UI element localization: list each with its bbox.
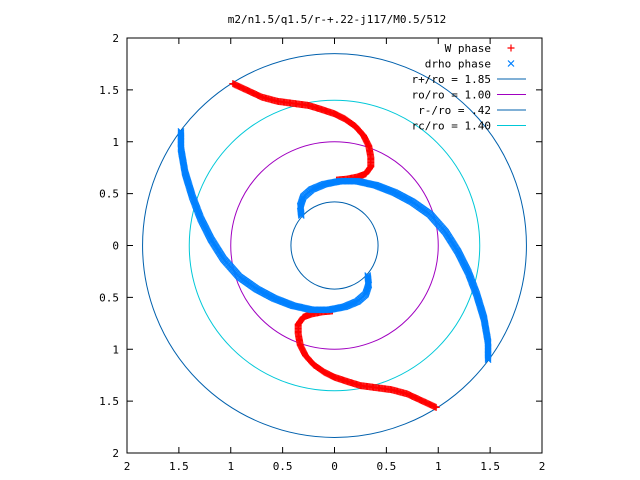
chart-title: m2/n1.5/q1.5/r-+.22-j117/M0.5/512 — [228, 13, 447, 26]
drho-phase-point — [177, 130, 185, 138]
legend-label: drho phase — [425, 58, 491, 71]
x-tick-label: 0.5 — [376, 460, 396, 473]
legend: W phase drho phase r+/ro = 1.85 ro/ro = 1.0… — [412, 42, 526, 133]
reference-circles — [142, 53, 527, 438]
legend-marker — [507, 60, 515, 67]
y-tick-label: 1 — [112, 343, 119, 356]
x-tick-label: 0 — [331, 460, 338, 473]
legend-label: W phase — [445, 42, 491, 55]
legend-label: ro/ro = 1.00 — [412, 89, 491, 102]
drho-phase-point — [484, 353, 492, 361]
y-tick-label: 0 — [112, 240, 119, 253]
drho-phase-point — [177, 127, 185, 135]
x-tick-label: 1.5 — [169, 460, 189, 473]
drho-phase-point — [177, 129, 185, 136]
legend-label: r-/ro = .42 — [418, 104, 491, 117]
reference-circle — [188, 99, 481, 392]
x-tick-label: 1.5 — [480, 460, 500, 473]
legend-marker — [507, 44, 515, 52]
axis-ticks: 2 1.5 1 0.5 0 0.5 1 1.5 221.510.500.511.52 — [99, 32, 545, 473]
y-tick-label: 2 — [112, 447, 119, 460]
y-tick-label: 1 — [112, 136, 119, 149]
reference-circle — [142, 53, 527, 438]
reference-circle — [230, 141, 439, 350]
drho-phase-point — [484, 355, 492, 362]
x-tick-label: 0.5 — [273, 460, 293, 473]
legend-label: r+/ro = 1.85 — [412, 73, 491, 86]
y-tick-label: 0.5 — [99, 188, 119, 201]
y-tick-label: 1.5 — [99, 395, 119, 408]
legend-label: rc/ro = 1.40 — [412, 120, 491, 133]
x-tick-label: 1 — [227, 460, 234, 473]
x-tick-label: 2 — [539, 460, 546, 473]
y-tick-label: 1.5 — [99, 84, 119, 97]
x-tick-label: 1 — [435, 460, 442, 473]
drho-phase-point — [484, 356, 492, 364]
reference-circle — [290, 201, 379, 290]
y-tick-label: 0.5 — [99, 291, 119, 304]
x-tick-label: 2 — [124, 460, 131, 473]
phase-points — [177, 80, 492, 411]
y-tick-label: 2 — [112, 32, 119, 45]
